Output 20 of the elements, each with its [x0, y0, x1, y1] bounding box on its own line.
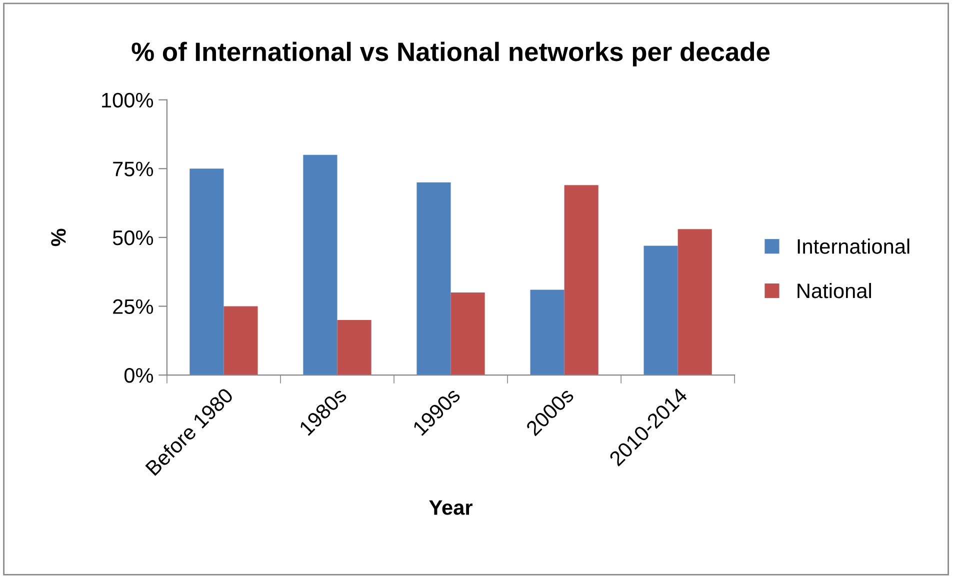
bar [564, 185, 598, 376]
bar [644, 246, 678, 376]
legend-label: National [798, 282, 871, 298]
y-tick-label: 50% [112, 230, 154, 246]
y-tick-label: 75% [113, 162, 154, 176]
y-tick-label: 0% [124, 368, 154, 383]
legend-label: International [798, 238, 910, 254]
bar [303, 154, 338, 376]
x-axis-title: Year [429, 500, 472, 515]
bar [450, 292, 485, 376]
bar [337, 320, 372, 376]
y-tick-label: 25% [113, 299, 154, 314]
y-axis-title: % [51, 228, 66, 246]
bar [224, 306, 258, 376]
bar [190, 168, 224, 376]
bar [678, 229, 712, 376]
bar [416, 182, 451, 376]
bar [530, 290, 564, 376]
y-tick-label: 100% [102, 92, 154, 108]
chart-title: % of International vs National networks per decade [132, 42, 770, 66]
